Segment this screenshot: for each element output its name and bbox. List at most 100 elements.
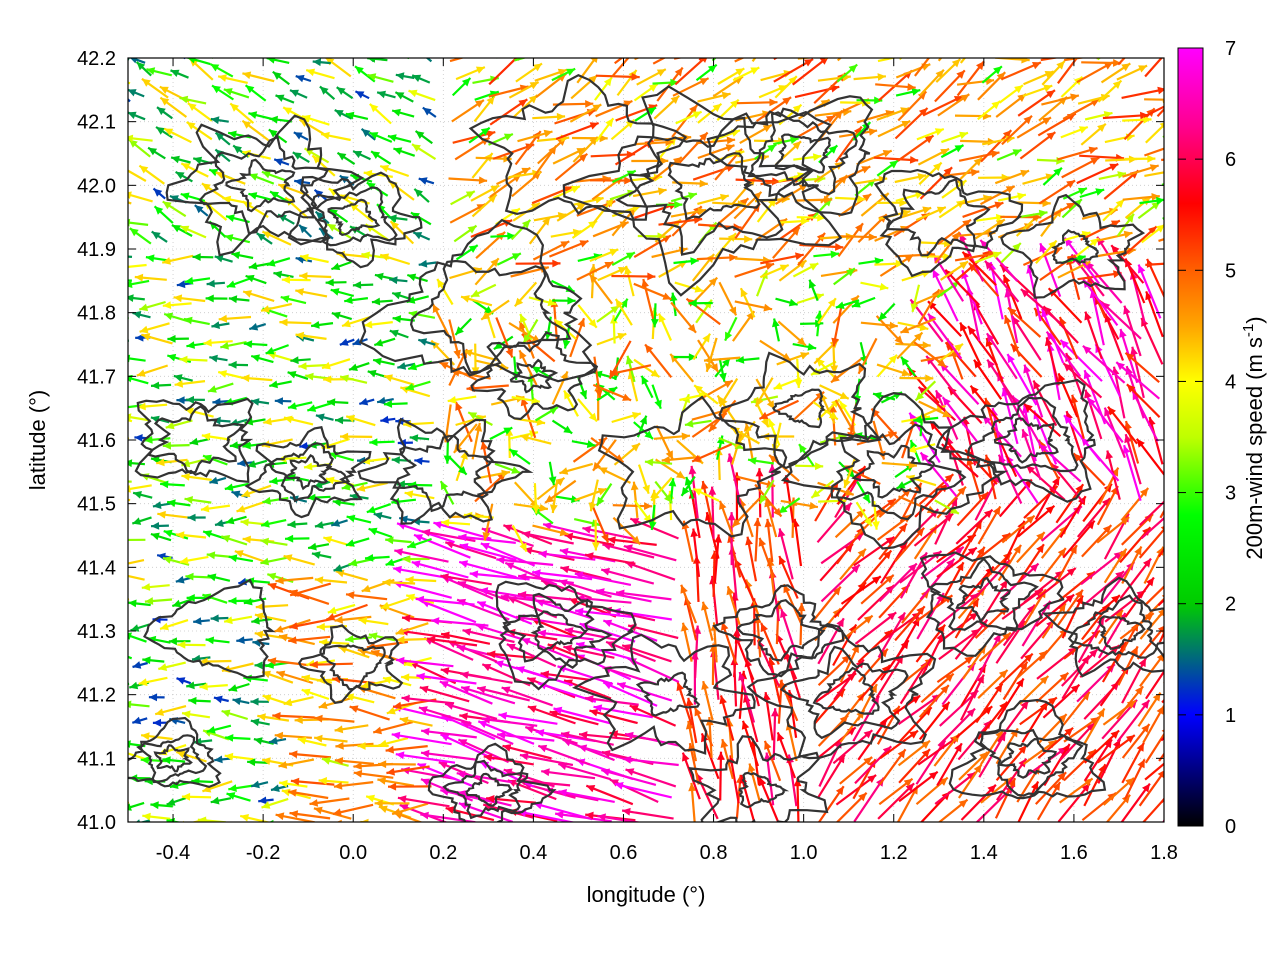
- wind-vector-head: [1076, 48, 1084, 57]
- wind-vector-head: [401, 694, 410, 703]
- wind-vector-head: [261, 801, 271, 809]
- wind-vector-head: [596, 496, 605, 506]
- wind-vector-head: [108, 276, 116, 284]
- wind-vector-head: [815, 462, 824, 471]
- wind-vector-head: [839, 391, 849, 399]
- wind-vector-head: [193, 156, 203, 165]
- wind-vector-head: [1127, 247, 1136, 255]
- wind-vector-head: [388, 214, 397, 223]
- wind-vector-head: [1039, 243, 1047, 253]
- wind-vector-shaft: [602, 666, 657, 685]
- wind-vector-shaft: [106, 726, 125, 731]
- terrain-contour-line: [470, 331, 599, 421]
- wind-vector-shaft: [1145, 262, 1164, 266]
- wind-vector-head: [280, 295, 290, 303]
- terrain-contour-line: [635, 671, 701, 717]
- wind-vector-head: [1033, 380, 1041, 390]
- wind-vector-head: [693, 488, 703, 496]
- wind-vector-head: [760, 623, 768, 633]
- wind-vector-head: [740, 288, 748, 298]
- wind-vector-head: [369, 132, 379, 140]
- wind-vector-head: [729, 253, 738, 262]
- wind-vector-head: [693, 216, 703, 224]
- wind-vector-head: [321, 131, 330, 140]
- wind-vector-head: [694, 385, 703, 394]
- wind-vector-shaft: [564, 628, 619, 642]
- x-axis-title: longitude (°): [587, 882, 706, 907]
- wind-vector-head: [215, 519, 224, 527]
- wind-vector-shaft: [1124, 433, 1142, 485]
- wind-vector-head: [487, 650, 496, 659]
- wind-vector-head: [549, 407, 558, 415]
- wind-vector-shaft: [937, 707, 976, 747]
- wind-vector-head: [101, 392, 110, 399]
- wind-vector-shaft: [820, 563, 861, 603]
- wind-vector-head: [240, 518, 249, 527]
- wind-vector-head: [278, 761, 288, 769]
- wind-vector-shaft: [1140, 317, 1164, 365]
- wind-vector-head: [338, 645, 348, 654]
- wind-vector-head: [907, 83, 916, 91]
- wind-vector-head: [134, 273, 144, 282]
- wind-vector-head: [184, 496, 193, 504]
- wind-vector-shaft: [1140, 597, 1164, 624]
- terrain-contour-line: [967, 396, 1079, 473]
- wind-vector-head: [1070, 93, 1079, 102]
- wind-vector-head: [479, 587, 489, 595]
- wind-vector-head: [478, 720, 488, 728]
- wind-vector-head: [203, 338, 212, 347]
- wind-vector-shaft: [832, 729, 874, 765]
- wind-vector-head: [964, 656, 974, 665]
- wind-vector-head: [209, 354, 218, 363]
- wind-vector-shaft: [515, 666, 574, 687]
- wind-vector-shaft: [1023, 364, 1044, 418]
- wind-vector-head: [1084, 311, 1092, 321]
- wind-vector-shaft: [441, 575, 494, 600]
- wind-vector-head: [804, 59, 814, 67]
- wind-vector-head: [148, 693, 158, 702]
- wind-vector-head: [458, 739, 468, 747]
- wind-vector-head: [266, 259, 276, 267]
- wind-vector-head: [384, 374, 393, 382]
- wind-vector-head: [1149, 164, 1159, 172]
- wind-vector-head: [809, 501, 818, 510]
- wind-vector-head: [592, 104, 602, 112]
- wind-vector-head: [355, 91, 365, 99]
- wind-vector-head: [687, 323, 696, 333]
- wind-vector-head: [1160, 39, 1169, 47]
- wind-vector-shaft: [1038, 443, 1082, 483]
- wind-vector-shaft: [734, 58, 745, 63]
- wind-vector-head: [661, 44, 670, 51]
- wind-vector-head: [916, 606, 925, 615]
- wind-vector-shaft: [444, 541, 497, 560]
- wind-vector-shaft: [853, 777, 885, 822]
- wind-vector-head: [392, 291, 402, 300]
- wind-vector-head: [966, 772, 976, 781]
- wind-vector-head: [747, 763, 756, 773]
- wind-vector-head: [958, 799, 968, 808]
- wind-vector-head: [995, 219, 1005, 228]
- wind-vector-head: [1136, 438, 1145, 448]
- wind-vector-head: [1147, 154, 1156, 163]
- wind-vector-head: [1146, 577, 1154, 587]
- wind-vector-head: [917, 91, 927, 100]
- wind-vector-head: [644, 502, 653, 510]
- wind-vector-shaft: [486, 652, 538, 660]
- wind-vector-head: [228, 554, 238, 563]
- wind-vector-head: [629, 705, 639, 713]
- wind-vector-shaft: [542, 523, 599, 539]
- wind-vector-head: [108, 228, 117, 236]
- wind-vector-head: [307, 404, 317, 412]
- wind-vector-head: [885, 536, 895, 545]
- wind-vector-head: [701, 601, 709, 611]
- wind-vector-head: [1058, 373, 1066, 383]
- wind-vector-head: [385, 558, 395, 566]
- wind-vector-head: [395, 92, 405, 100]
- wind-vector-head: [138, 678, 148, 686]
- wind-vector-head: [1042, 117, 1051, 125]
- wind-vector-head: [771, 708, 779, 717]
- wind-vector-head: [725, 144, 735, 152]
- wind-vector-head: [851, 300, 861, 308]
- wind-vector-head: [145, 254, 155, 263]
- wind-vector-head: [117, 127, 126, 135]
